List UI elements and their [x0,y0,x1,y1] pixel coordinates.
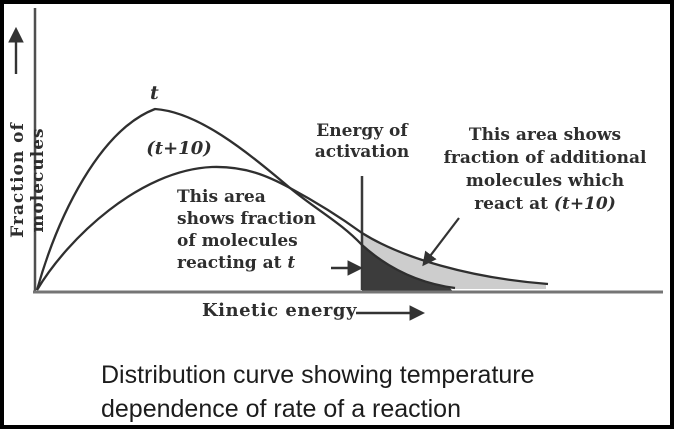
annotation-line: This area [177,187,266,207]
figure-caption-line2: dependence of rate of a reaction [101,395,461,423]
annotation-line: shows fraction [177,209,317,229]
figure-caption-line1: Distribution curve showing temperature [101,361,535,389]
activation-energy-label-line2: activation [314,142,410,162]
annotation-arrow-additional-area [422,217,460,267]
annotation-text: react at [474,194,554,214]
curve-t10-label: (t+10) [146,138,212,159]
shaded-area-additional-molecules [362,234,546,289]
shaded-area-reacting-at-t [362,246,452,291]
curve-t-label: t [150,82,159,104]
activation-energy-label: Energy of activation [300,121,424,163]
annotation-line: reacting at t [177,252,352,274]
y-axis-label: Fraction of molecules [8,122,48,238]
annotation-line: molecules which [465,171,625,191]
curve-t [35,107,456,291]
annotation-temp-symbol: t [287,253,296,273]
activation-energy-label-line1: Energy of [316,121,408,141]
annotation-line: react at (t+10) [440,193,650,216]
reacting-molecules-annotation: This area shows fraction of molecules re… [177,186,352,274]
figure-caption: Distribution curve showing temperature d… [101,358,661,426]
additional-molecules-annotation: This area shows fraction of additional m… [440,124,650,216]
annotation-text: reacting at [177,253,288,273]
annotation-line: of molecules [177,231,298,251]
annotation-temp-symbol: (t+10) [553,194,616,214]
annotation-line: fraction of additional [443,148,647,168]
annotation-line: This area shows [468,125,622,145]
x-axis-label: Kinetic energy [202,300,357,321]
